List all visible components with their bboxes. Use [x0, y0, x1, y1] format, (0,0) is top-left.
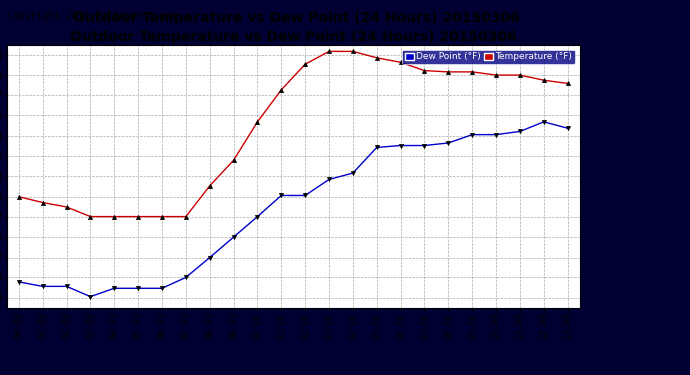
- Text: Outdoor Temperature vs Dew Point (24 Hours) 20150306: Outdoor Temperature vs Dew Point (24 Hou…: [73, 11, 520, 25]
- Title: Outdoor Temperature vs Dew Point (24 Hours) 20150306: Outdoor Temperature vs Dew Point (24 Hou…: [70, 30, 517, 44]
- Legend: Dew Point (°F), Temperature (°F): Dew Point (°F), Temperature (°F): [402, 50, 575, 64]
- Text: Copyright 2015 Cartronics.com: Copyright 2015 Cartronics.com: [7, 11, 177, 21]
